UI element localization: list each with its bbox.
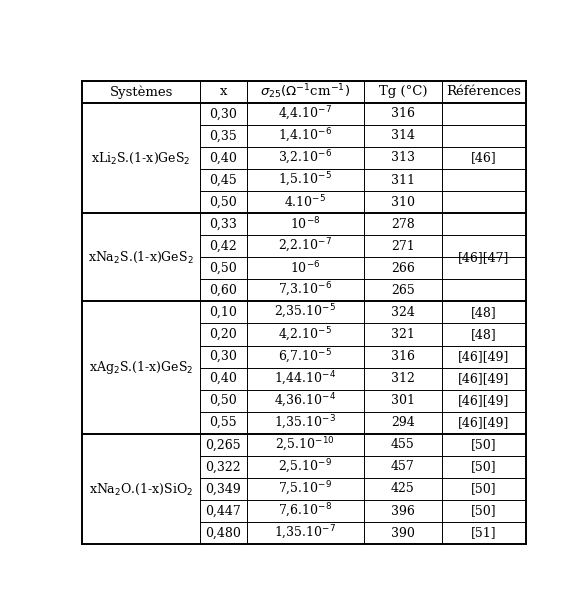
Text: 1,35.10$^{-7}$: 1,35.10$^{-7}$ <box>274 524 336 542</box>
Text: 1,44.10$^{-4}$: 1,44.10$^{-4}$ <box>274 370 336 387</box>
Text: 301: 301 <box>391 394 415 407</box>
Text: xAg$_2$S.(1-x)GeS$_2$: xAg$_2$S.(1-x)GeS$_2$ <box>89 359 193 376</box>
Text: 3,2.10$^{-6}$: 3,2.10$^{-6}$ <box>278 149 332 167</box>
Text: 0,30: 0,30 <box>210 107 237 120</box>
Text: 321: 321 <box>391 328 415 341</box>
Text: [46][47]: [46][47] <box>458 251 510 264</box>
Text: 0,50: 0,50 <box>210 262 237 275</box>
Text: 10$^{-8}$: 10$^{-8}$ <box>290 216 321 233</box>
Text: 0,480: 0,480 <box>205 527 241 540</box>
Text: 0,30: 0,30 <box>210 350 237 363</box>
Text: 271: 271 <box>391 239 415 253</box>
Text: [50]: [50] <box>471 460 497 473</box>
Text: [46][49]: [46][49] <box>458 416 510 429</box>
Text: 0,50: 0,50 <box>210 394 237 407</box>
Text: 0,60: 0,60 <box>210 284 237 297</box>
Text: 0,447: 0,447 <box>205 505 241 518</box>
Text: Systèmes: Systèmes <box>110 85 173 99</box>
Text: 1,4.10$^{-6}$: 1,4.10$^{-6}$ <box>278 127 332 145</box>
Text: 6,7.10$^{-5}$: 6,7.10$^{-5}$ <box>278 348 332 365</box>
Text: [51]: [51] <box>471 527 497 540</box>
Text: 2,5.10$^{-10}$: 2,5.10$^{-10}$ <box>275 436 335 454</box>
Text: 314: 314 <box>391 130 415 142</box>
Text: 457: 457 <box>391 460 415 473</box>
Text: 0,20: 0,20 <box>210 328 237 341</box>
Text: [46][49]: [46][49] <box>458 350 510 363</box>
Text: 4,36.10$^{-4}$: 4,36.10$^{-4}$ <box>274 392 336 410</box>
Text: 316: 316 <box>391 107 415 120</box>
Text: 7,5.10$^{-9}$: 7,5.10$^{-9}$ <box>278 480 332 498</box>
Text: 278: 278 <box>391 218 415 231</box>
Text: [50]: [50] <box>471 505 497 518</box>
Text: Références: Références <box>447 85 521 98</box>
Text: [46][49]: [46][49] <box>458 394 510 407</box>
Text: 0,40: 0,40 <box>210 372 237 385</box>
Text: 1,5.10$^{-5}$: 1,5.10$^{-5}$ <box>278 171 332 189</box>
Text: 7,3.10$^{-6}$: 7,3.10$^{-6}$ <box>278 281 332 300</box>
Text: [46]: [46] <box>471 152 497 165</box>
Text: Tg (°C): Tg (°C) <box>379 85 427 98</box>
Text: 310: 310 <box>391 196 415 209</box>
Text: 311: 311 <box>391 174 415 187</box>
Text: 0,33: 0,33 <box>210 218 237 231</box>
Text: 265: 265 <box>391 284 415 297</box>
Text: 2,5.10$^{-9}$: 2,5.10$^{-9}$ <box>278 458 332 476</box>
Text: 10$^{-6}$: 10$^{-6}$ <box>290 260 321 277</box>
Text: 0,10: 0,10 <box>210 306 237 319</box>
Text: 0,42: 0,42 <box>210 239 237 253</box>
Text: 0,265: 0,265 <box>205 438 241 451</box>
Text: 396: 396 <box>391 505 415 518</box>
Text: [50]: [50] <box>471 483 497 495</box>
Text: 0,349: 0,349 <box>205 483 241 495</box>
Text: 312: 312 <box>391 372 415 385</box>
Text: 1,35.10$^{-3}$: 1,35.10$^{-3}$ <box>274 414 336 432</box>
Text: 390: 390 <box>391 527 415 540</box>
Text: 4.10$^{-5}$: 4.10$^{-5}$ <box>284 194 326 211</box>
Text: 0,50: 0,50 <box>210 196 237 209</box>
Text: [48]: [48] <box>471 328 497 341</box>
Text: xNa$_2$O.(1-x)SiO$_2$: xNa$_2$O.(1-x)SiO$_2$ <box>89 481 193 497</box>
Text: 2,35.10$^{-5}$: 2,35.10$^{-5}$ <box>274 303 336 322</box>
Text: 7,6.10$^{-8}$: 7,6.10$^{-8}$ <box>278 502 332 520</box>
Text: 455: 455 <box>391 438 415 451</box>
Text: 0,55: 0,55 <box>210 416 237 429</box>
Text: 2,2.10$^{-7}$: 2,2.10$^{-7}$ <box>278 237 332 255</box>
Text: 313: 313 <box>391 152 415 165</box>
Text: 0,322: 0,322 <box>205 460 241 473</box>
Text: 0,35: 0,35 <box>210 130 237 142</box>
Text: 0,40: 0,40 <box>210 152 237 165</box>
Text: [50]: [50] <box>471 438 497 451</box>
Text: xNa$_2$S.(1-x)GeS$_2$: xNa$_2$S.(1-x)GeS$_2$ <box>89 250 194 265</box>
Text: [48]: [48] <box>471 306 497 319</box>
Text: 266: 266 <box>391 262 415 275</box>
Text: 4,4.10$^{-7}$: 4,4.10$^{-7}$ <box>278 105 332 123</box>
Text: [46][49]: [46][49] <box>458 372 510 385</box>
Text: 294: 294 <box>391 416 415 429</box>
Text: 0,45: 0,45 <box>210 174 237 187</box>
Text: $\sigma_{25}(\Omega^{-1}$cm$^{-1})$: $\sigma_{25}(\Omega^{-1}$cm$^{-1})$ <box>260 82 350 101</box>
Text: 316: 316 <box>391 350 415 363</box>
Text: x: x <box>220 85 227 98</box>
Text: 324: 324 <box>391 306 415 319</box>
Text: xLi$_2$S.(1-x)GeS$_2$: xLi$_2$S.(1-x)GeS$_2$ <box>92 150 191 166</box>
Text: 425: 425 <box>391 483 415 495</box>
Text: 4,2.10$^{-5}$: 4,2.10$^{-5}$ <box>278 325 332 343</box>
